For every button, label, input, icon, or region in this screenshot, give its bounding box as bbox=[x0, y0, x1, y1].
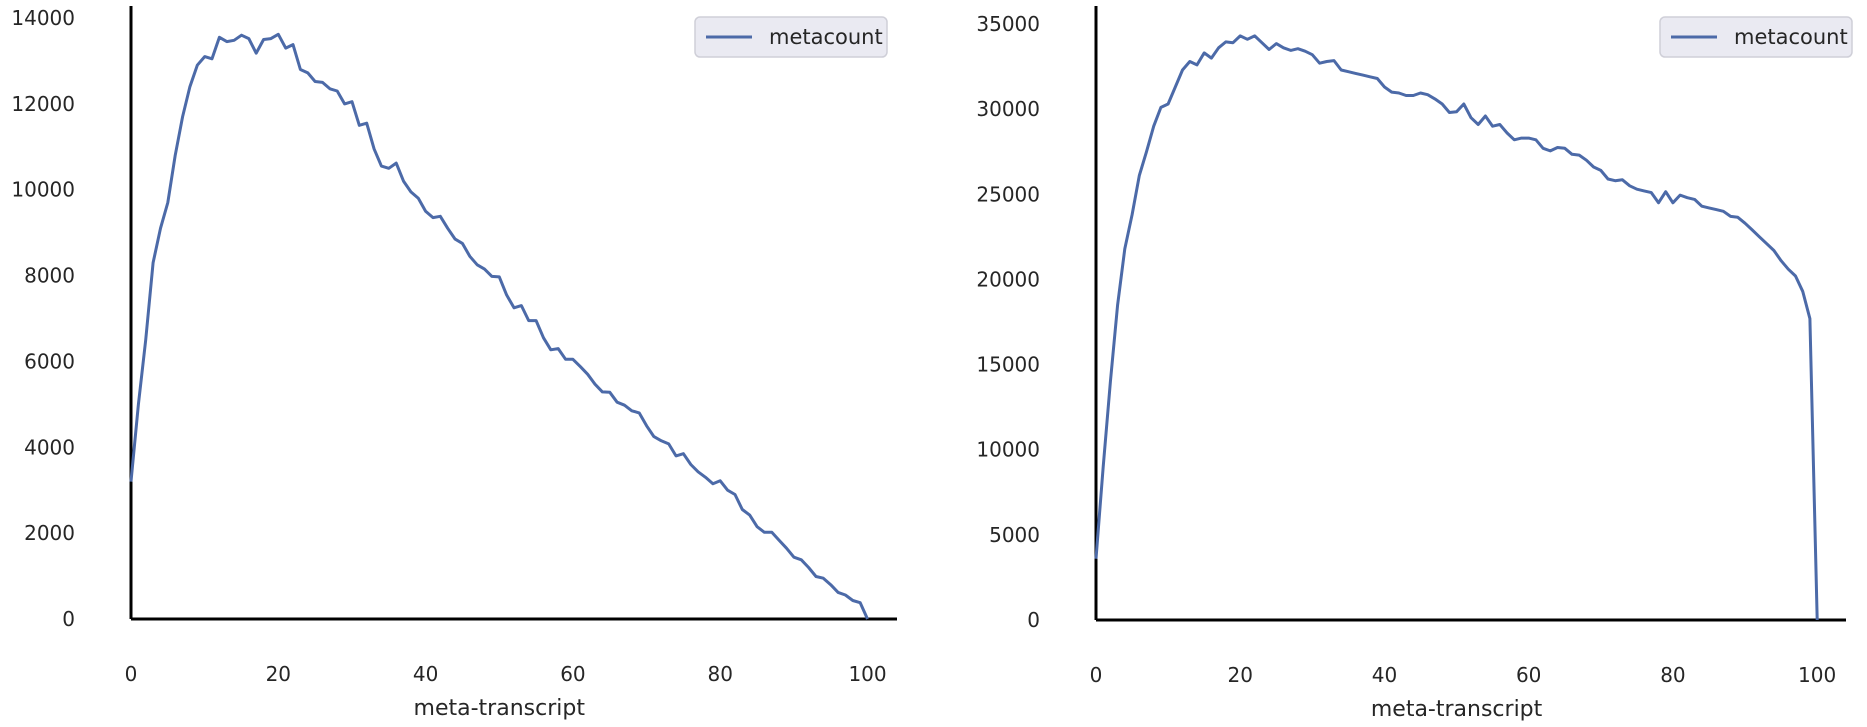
y-tick-label: 5000 bbox=[989, 523, 1040, 547]
legend-box bbox=[1659, 16, 1853, 58]
x-tick-label: 0 bbox=[1090, 663, 1103, 687]
x-tick-label: 40 bbox=[1372, 663, 1397, 687]
chart-panel-2: 0 5000 10000 15000 20000 25000 30000 35000 0 20 40… bbox=[976, 6, 1853, 722]
y-tick-label: 30000 bbox=[976, 97, 1040, 121]
x-tick-label: 60 bbox=[560, 662, 585, 686]
y-tick-label: 10000 bbox=[11, 178, 75, 202]
series-line-metacount bbox=[129, 32, 869, 620]
y-tick-label: 14000 bbox=[11, 6, 75, 30]
y-tick-label: 15000 bbox=[976, 353, 1040, 377]
x-tick-label: 20 bbox=[1228, 663, 1253, 687]
x-tick-label: 80 bbox=[708, 662, 733, 686]
x-axis-label: meta-transcript bbox=[414, 696, 586, 721]
legend-box bbox=[694, 16, 888, 58]
series-line-metacount bbox=[1094, 34, 1819, 621]
x-tick-label: 60 bbox=[1516, 663, 1541, 687]
y-tick-label: 0 bbox=[62, 607, 75, 631]
legend-label: metacount bbox=[769, 25, 883, 49]
legend-label: metacount bbox=[1734, 25, 1848, 49]
y-tick-label: 2000 bbox=[24, 521, 75, 545]
y-tick-label: 20000 bbox=[976, 267, 1040, 291]
y-tick-label: 6000 bbox=[24, 349, 75, 373]
y-tick-label: 8000 bbox=[24, 264, 75, 288]
legend: metacount bbox=[1659, 16, 1853, 58]
y-tick-label: 25000 bbox=[976, 182, 1040, 206]
chart-panel-1: 0 2000 4000 6000 8000 10000 12000 14000 0 20 40 60 8… bbox=[11, 6, 897, 721]
x-tick-label: 80 bbox=[1660, 663, 1685, 687]
x-tick-label: 20 bbox=[266, 662, 291, 686]
legend: metacount bbox=[694, 16, 888, 58]
x-axis-label: meta-transcript bbox=[1371, 697, 1543, 722]
x-tick-label: 100 bbox=[848, 662, 886, 686]
x-tick-label: 40 bbox=[413, 662, 438, 686]
y-tick-label: 35000 bbox=[976, 12, 1040, 36]
y-tick-label: 10000 bbox=[976, 438, 1040, 462]
y-tick-label: 0 bbox=[1027, 608, 1040, 632]
y-tick-label: 12000 bbox=[11, 92, 75, 116]
y-tick-label: 4000 bbox=[24, 435, 75, 459]
x-tick-label: 100 bbox=[1798, 663, 1836, 687]
x-tick-label: 0 bbox=[125, 662, 138, 686]
